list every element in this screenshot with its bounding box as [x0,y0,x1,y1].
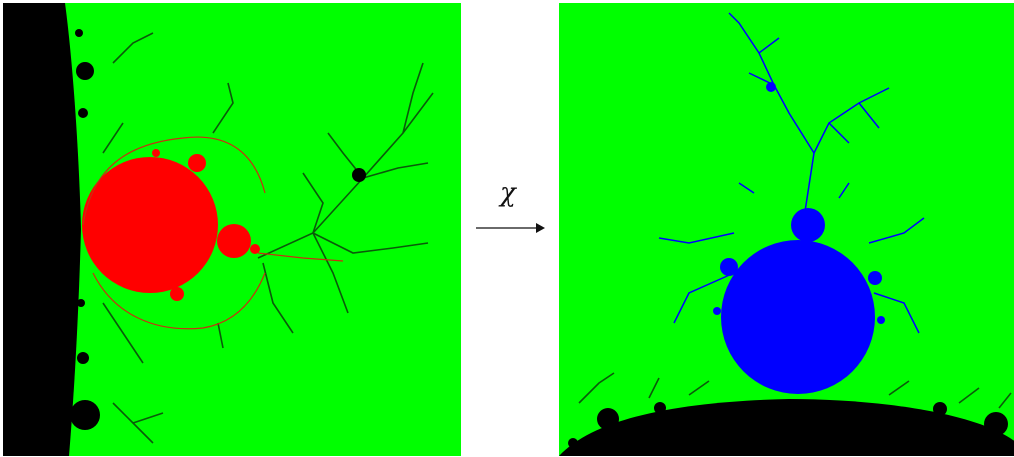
right-boundary-bulbs [568,402,1008,448]
left-red-fringe [82,136,344,330]
right-fractal-image [559,3,1014,456]
map-label-chi: χ [500,178,516,208]
right-blue-dendrites [658,12,925,334]
right-fractal-panel [559,3,1014,456]
left-fractal-image [3,3,461,456]
left-small-black-bulb [352,168,366,182]
left-boundary-fringe [70,29,100,430]
right-black-region [559,399,1014,456]
left-fractal-panel [3,3,461,456]
right-arrow-icon [476,223,545,233]
left-red-set [82,149,260,301]
right-boundary-dendrites [578,372,1012,409]
left-black-region [3,3,81,456]
right-blue-set [713,82,885,394]
